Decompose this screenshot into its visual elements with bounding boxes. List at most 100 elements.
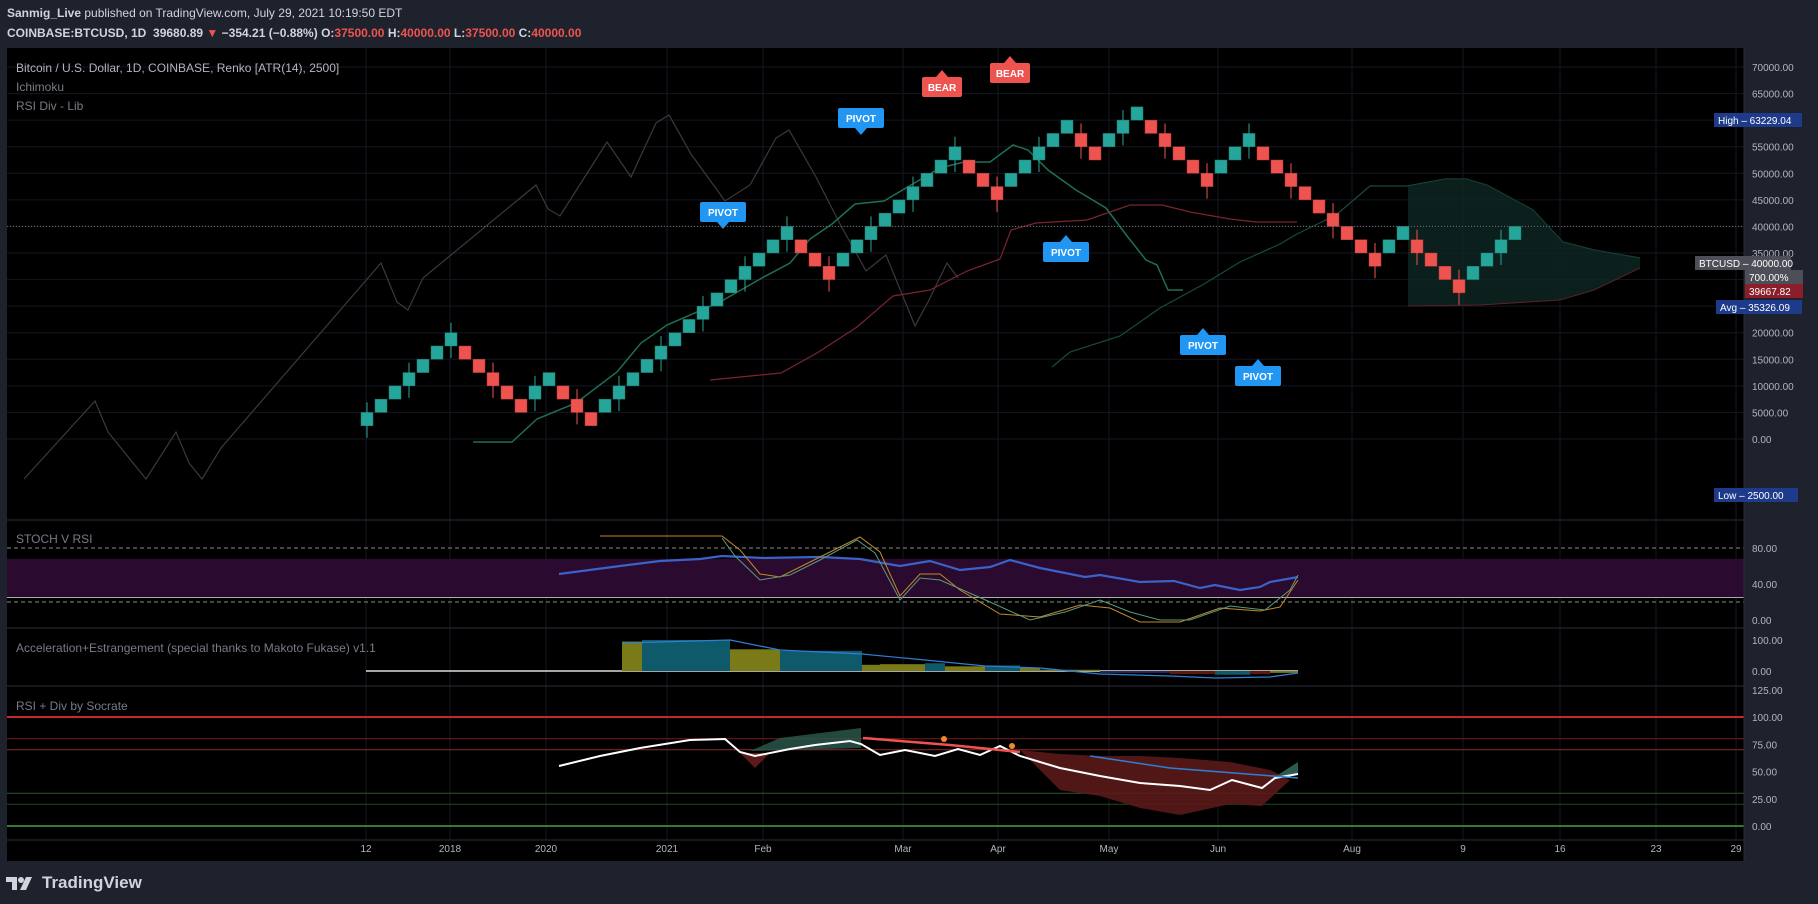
renko-brick-up xyxy=(1508,226,1522,240)
rsi-div-dot xyxy=(1009,743,1015,749)
accel-axis-label: 0.00 xyxy=(1752,667,1772,678)
avg-tag-bg xyxy=(1716,300,1802,314)
open-label: O: xyxy=(321,26,335,40)
ichimoku-cloud-edge xyxy=(1407,267,1641,307)
renko-brick-up xyxy=(542,372,556,387)
pane-title-stoch[interactable]: STOCH V RSI xyxy=(16,532,92,546)
marker-label: BEAR xyxy=(928,83,957,94)
marker-box xyxy=(1180,335,1226,355)
high-tag: High – 63229.04 xyxy=(1714,113,1802,127)
renko-brick-up xyxy=(766,239,780,254)
high-value: 40000.00 xyxy=(400,26,451,40)
rsi-axis-label: 25.00 xyxy=(1752,795,1777,806)
red-price-tag-bg xyxy=(1745,284,1803,298)
price-axis-label: 15000.00 xyxy=(1752,355,1794,366)
renko-brick-down xyxy=(458,345,472,360)
marker-label: BEAR xyxy=(996,69,1025,80)
renko-brick-up xyxy=(724,279,738,294)
ichimoku-senkou-b xyxy=(709,204,1297,381)
low-label: L: xyxy=(453,26,466,40)
renko-brick-down xyxy=(1438,266,1452,280)
pivot-marker[interactable]: PIVOT xyxy=(700,202,746,229)
pivot-marker[interactable]: PIVOT xyxy=(1180,328,1226,355)
marker-label: PIVOT xyxy=(708,208,738,219)
renko-brick-down xyxy=(1312,199,1326,214)
marker-pointer xyxy=(1252,359,1264,366)
renko-brick-down xyxy=(1424,252,1438,267)
pane-title-rsi[interactable]: RSI + Div by Socrate xyxy=(16,699,128,713)
marker-box xyxy=(990,63,1030,83)
time-axis-label: 2018 xyxy=(439,844,462,855)
pivot-marker[interactable]: PIVOT xyxy=(1043,235,1089,262)
low-tag-bg xyxy=(1714,488,1798,502)
ichimoku-cloud xyxy=(1408,179,1640,306)
author-name[interactable]: Sanmig_Live xyxy=(7,6,82,20)
marker-pointer xyxy=(717,222,729,229)
time-axis-label: Aug xyxy=(1343,844,1361,855)
bear-marker[interactable]: BEAR xyxy=(990,56,1030,83)
pivot-marker[interactable]: PIVOT xyxy=(1235,359,1281,386)
marker-box xyxy=(1235,366,1281,386)
renko-brick-up xyxy=(668,332,682,347)
renko-brick-up xyxy=(626,372,640,387)
time-axis-label: 2021 xyxy=(656,844,679,855)
renko-brick-down xyxy=(1298,186,1312,201)
price-axis-label: 50000.00 xyxy=(1752,169,1794,180)
rsi-line xyxy=(558,737,1299,792)
time-axis-label: 16 xyxy=(1554,844,1566,855)
price-axis-label: 55000.00 xyxy=(1752,143,1794,154)
renko-brick-up xyxy=(878,212,892,227)
rsi-divergence-line xyxy=(862,736,1021,754)
percent-tag-bg xyxy=(1745,270,1803,284)
stoch-axis-label: 0.00 xyxy=(1752,616,1772,627)
avg-tag-text: Avg – 35326.09 xyxy=(1720,303,1790,314)
rsi-axis-label: 125.00 xyxy=(1752,686,1783,697)
rsi-axis-label: 100.00 xyxy=(1752,713,1783,724)
renko-brick-down xyxy=(1186,159,1200,174)
accel-bar xyxy=(622,641,642,671)
renko-brick-up xyxy=(1466,266,1480,280)
time-axis-label: Jun xyxy=(1210,844,1226,855)
marker-box xyxy=(700,202,746,222)
renko-brick-down xyxy=(1144,119,1158,134)
accel-axis-label: 100.00 xyxy=(1752,636,1783,647)
price-axis-label: 70000.00 xyxy=(1752,63,1794,74)
renko-brick-up xyxy=(752,252,766,267)
legend-ichimoku[interactable]: Ichimoku xyxy=(16,80,64,94)
time-axis-label: Feb xyxy=(754,844,772,855)
symbol-tag: BTCUSD – 40000.00 xyxy=(1695,256,1793,270)
accel-bar-negative xyxy=(1270,671,1298,673)
accel-bar xyxy=(1040,669,1100,671)
renko-brick-up xyxy=(374,398,388,413)
low-tag: Low – 2500.00 xyxy=(1714,488,1798,502)
renko-brick-up xyxy=(1130,106,1144,121)
renko-brick-up xyxy=(416,359,430,373)
renko-brick-up xyxy=(640,359,654,373)
rsi-bull-fill xyxy=(750,728,861,751)
price-axis-label: 40000.00 xyxy=(1752,222,1794,233)
tradingview-logo[interactable]: TradingView xyxy=(6,873,142,893)
time-axis-label: 29 xyxy=(1730,844,1742,855)
legend-title: Bitcoin / U.S. Dollar, 1D, COINBASE, Ren… xyxy=(16,61,339,75)
bear-marker[interactable]: BEAR xyxy=(922,70,962,97)
stoch-axis-label: 80.00 xyxy=(1752,544,1777,555)
rsi-ma-line xyxy=(1089,755,1299,779)
open-value: 37500.00 xyxy=(334,26,385,40)
renko-brick-up xyxy=(1396,226,1410,240)
renko-brick-down xyxy=(1270,159,1284,174)
accel-bar xyxy=(925,663,945,671)
pivot-marker[interactable]: PIVOT xyxy=(838,108,884,135)
marker-box xyxy=(922,77,962,97)
price-axis-label: 0.00 xyxy=(1752,435,1772,446)
renko-brick-up xyxy=(1060,119,1074,134)
rsi-axis-label: 50.00 xyxy=(1752,768,1777,779)
price-axis-label: 10000.00 xyxy=(1752,382,1794,393)
renko-brick-down xyxy=(1172,146,1186,161)
renko-brick-down xyxy=(1088,146,1102,161)
legend-rsi-div-lib[interactable]: RSI Div - Lib xyxy=(16,99,84,113)
renko-brick-up xyxy=(682,319,696,333)
low-value: 37500.00 xyxy=(465,26,516,40)
pane-title-accel[interactable]: Acceleration+Estrangement (special thank… xyxy=(16,641,376,655)
time-axis-label: 9 xyxy=(1460,844,1466,855)
